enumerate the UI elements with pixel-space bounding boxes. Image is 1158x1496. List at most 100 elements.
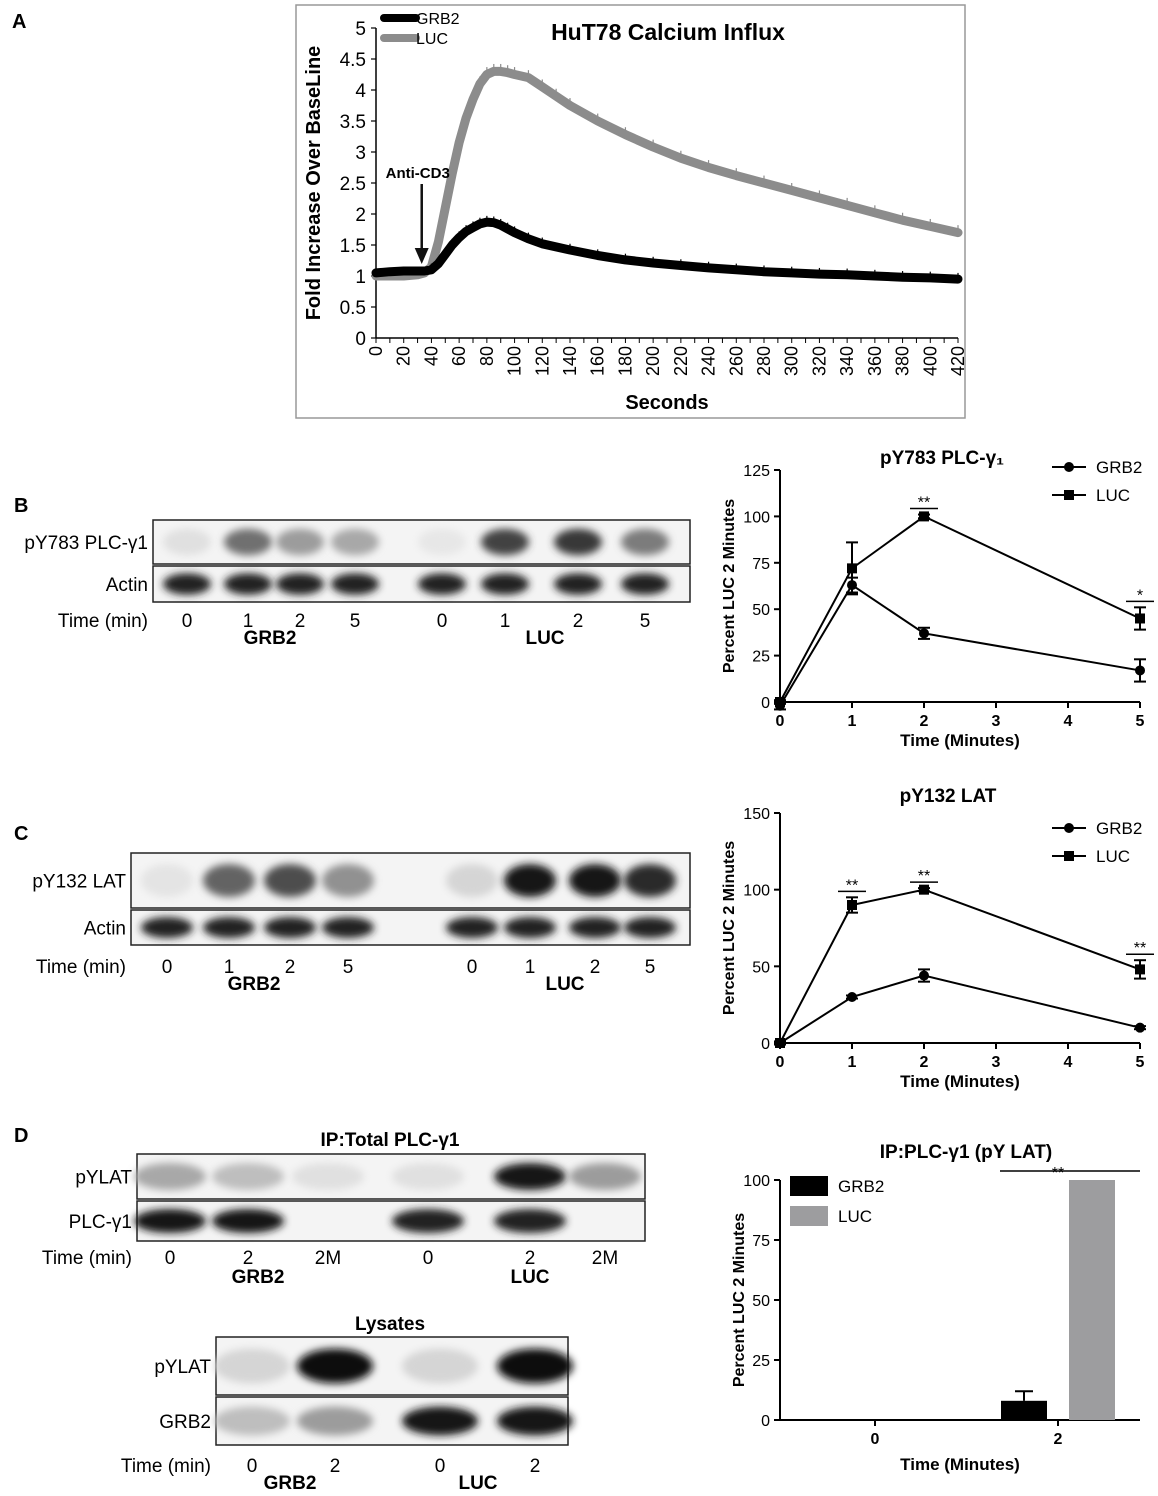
x-axis-label: Time (Minutes) [900,1072,1020,1091]
y-tick-label: 75 [752,556,770,573]
blot-row-label: pY783 PLC-γ1 [24,533,148,554]
data-point-luc [919,884,929,895]
legend-label: LUC [838,1207,872,1226]
blot-row-label: pYLAT [154,1357,211,1378]
lane-time: 0 [435,1456,446,1477]
legend-marker [1064,823,1074,833]
blot-band [504,917,556,938]
legend-label: GRB2 [416,11,460,28]
x-tick-label: 60 [449,346,469,366]
annotation-arrowhead [414,248,429,264]
data-point-luc [775,1038,785,1048]
blot-band [214,1348,290,1384]
data-point-grb2 [847,992,857,1002]
y-tick-label: 100 [743,883,770,900]
lane-time: 2 [530,1456,541,1477]
data-point-grb2 [919,628,929,639]
blot-band [292,1163,364,1190]
y-tick-label: 50 [752,602,770,619]
significance-label: * [1137,587,1143,604]
blot-band [418,573,466,595]
blot-row-label: Actin [84,919,126,940]
x-tick-label: 100 [505,346,525,376]
x-tick-label: 380 [893,346,913,376]
y-tick-label: 100 [743,1173,770,1190]
lane-time: 0 [162,957,173,978]
significance-label: ** [918,495,930,512]
blot-row-label: Actin [106,575,148,596]
blot-band [392,1163,464,1190]
blot-band [621,528,669,556]
legend-label: GRB2 [838,1177,884,1196]
plc-gamma1-chart: 0 25 50 75 100 125 0 1 2 3 4 5 Time (Minutes) Percent… [721,448,1154,750]
blot-band [163,528,211,556]
group-label: LUC [458,1473,497,1494]
blot-band [163,573,211,595]
y-tick-label: 125 [743,463,770,480]
y-tick-label: 0 [761,1413,770,1430]
blot-band [264,864,316,897]
legend-swatch [790,1176,828,1196]
y-tick-label: 2 [355,205,366,226]
x-axis-label: Time (Minutes) [900,731,1020,750]
data-point-luc [1135,964,1145,975]
y-tick-label: 50 [752,959,770,976]
x-tick-label: 0 [871,1431,880,1448]
blot-row-label: pY132 LAT [32,872,126,893]
lane-time: 5 [350,611,361,632]
blot-band [141,864,193,897]
blot-band [331,573,379,595]
x-tick-label: 120 [532,346,552,376]
x-tick-label: 80 [477,346,497,366]
time-label: Time (min) [58,611,148,632]
blot-band [276,573,324,595]
y-tick-label: 1 [355,267,366,288]
blot-band [446,864,498,897]
blot-band [297,1348,373,1384]
x-tick-label: 300 [782,346,802,376]
group-label: LUC [510,1267,549,1288]
y-tick-label: 0 [761,695,770,712]
x-tick-label: 2 [920,1054,929,1071]
western-blots: pY783 PLC-γ1 Actin Time (min) 0 1 2 5 0 1 2 5 GRB2 L… [24,519,691,1494]
y-tick-label: 150 [743,806,770,823]
panel-letter-d: D [14,1125,28,1147]
blot-row-label: PLC-γ1 [69,1212,132,1233]
blot-band [481,528,529,556]
data-point-grb2 [1135,1022,1145,1033]
chart-title: HuT78 Calcium Influx [551,19,785,45]
series-line-luc [779,515,1141,703]
x-tick-label: 360 [865,346,885,376]
x-axis-label: Time (Minutes) [900,1455,1020,1474]
panel-letter-a: A [12,11,26,33]
chart-title: pY783 PLC-γ₁ [880,448,1004,469]
time-label: Time (min) [42,1248,132,1269]
blot-band [497,1348,573,1384]
blot-band [322,864,374,897]
blot-band [504,864,556,897]
group-label: LUC [525,628,564,649]
blot-band [214,1406,290,1436]
group-label: LUC [545,974,584,995]
y-tick-label: 50 [752,1293,770,1310]
significance-label: ** [846,877,858,894]
x-tick-label: 4 [1064,713,1073,730]
legend-marker [1064,490,1074,500]
series-line-grb2 [779,974,1141,1044]
blot-band [497,1406,573,1436]
x-tick-label: 240 [699,346,719,376]
lane-time: 0 [423,1248,434,1269]
lane-time: 1 [224,957,235,978]
series-line-grb2 [779,583,1141,707]
blot-band [402,1406,478,1436]
x-tick-label: 220 [671,346,691,376]
x-tick-label: 2 [920,713,929,730]
y-axis-label: Fold Increase Over BaseLine [303,46,325,321]
x-tick-label: 0 [776,1054,785,1071]
data-point-luc [847,563,857,574]
series-line-luc [371,66,963,281]
blot-band [494,1163,566,1190]
legend-marker [1064,462,1074,472]
y-tick-label: 25 [752,649,770,666]
